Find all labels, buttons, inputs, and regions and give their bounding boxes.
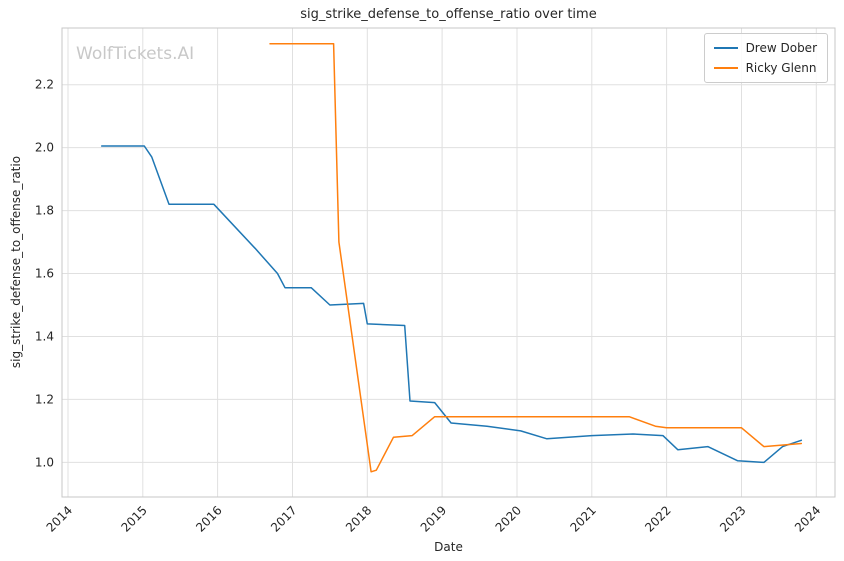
legend-item: Drew Dober <box>713 41 817 55</box>
y-tick-label: 2.0 <box>35 141 54 155</box>
y-tick-label: 2.2 <box>35 78 54 92</box>
x-tick-label: 2015 <box>118 503 149 534</box>
legend-line-swatch <box>713 67 738 69</box>
x-tick-label: 2020 <box>493 503 524 534</box>
legend-label: Drew Dober <box>745 41 817 55</box>
y-tick-label: 1.4 <box>35 330 54 344</box>
y-tick-label: 1.0 <box>35 455 54 469</box>
x-tick-label: 2023 <box>717 503 748 534</box>
chart-title: sig_strike_defense_to_offense_ratio over… <box>300 7 597 22</box>
x-axis-label: Date <box>434 540 463 554</box>
y-axis-label: sig_strike_defense_to_offense_ratio <box>9 155 23 369</box>
x-tick-label: 2019 <box>418 503 449 534</box>
y-tick-label: 1.2 <box>35 392 54 406</box>
y-tick-label: 1.6 <box>35 267 54 281</box>
x-tick-label: 2018 <box>343 503 374 534</box>
x-tick-label: 2017 <box>268 503 299 534</box>
x-tick-label: 2014 <box>44 503 75 534</box>
legend-item: Ricky Glenn <box>713 61 817 75</box>
series-line-ricky-glenn <box>269 42 803 473</box>
y-tick-labels: 1.0 1.2 1.4 1.6 1.8 2.0 2.2 <box>35 78 54 470</box>
legend-line-swatch <box>713 47 738 49</box>
gridlines <box>62 28 835 497</box>
x-tick-label: 2016 <box>193 503 224 534</box>
y-tick-label: 1.8 <box>35 204 54 218</box>
plot-border <box>61 27 836 498</box>
x-tick-label: 2022 <box>642 503 673 534</box>
series-line-drew-dober <box>100 145 803 464</box>
x-tick-labels: 2014 2015 2016 2017 2018 2019 2020 2021 2022 2023… <box>44 503 824 534</box>
legend: Drew Dober Ricky Glenn <box>703 33 828 83</box>
x-tick-label: 2021 <box>567 503 598 534</box>
legend-label: Ricky Glenn <box>745 61 817 75</box>
x-tick-label: 2024 <box>792 503 823 534</box>
watermark: WolfTickets.AI <box>76 44 195 64</box>
